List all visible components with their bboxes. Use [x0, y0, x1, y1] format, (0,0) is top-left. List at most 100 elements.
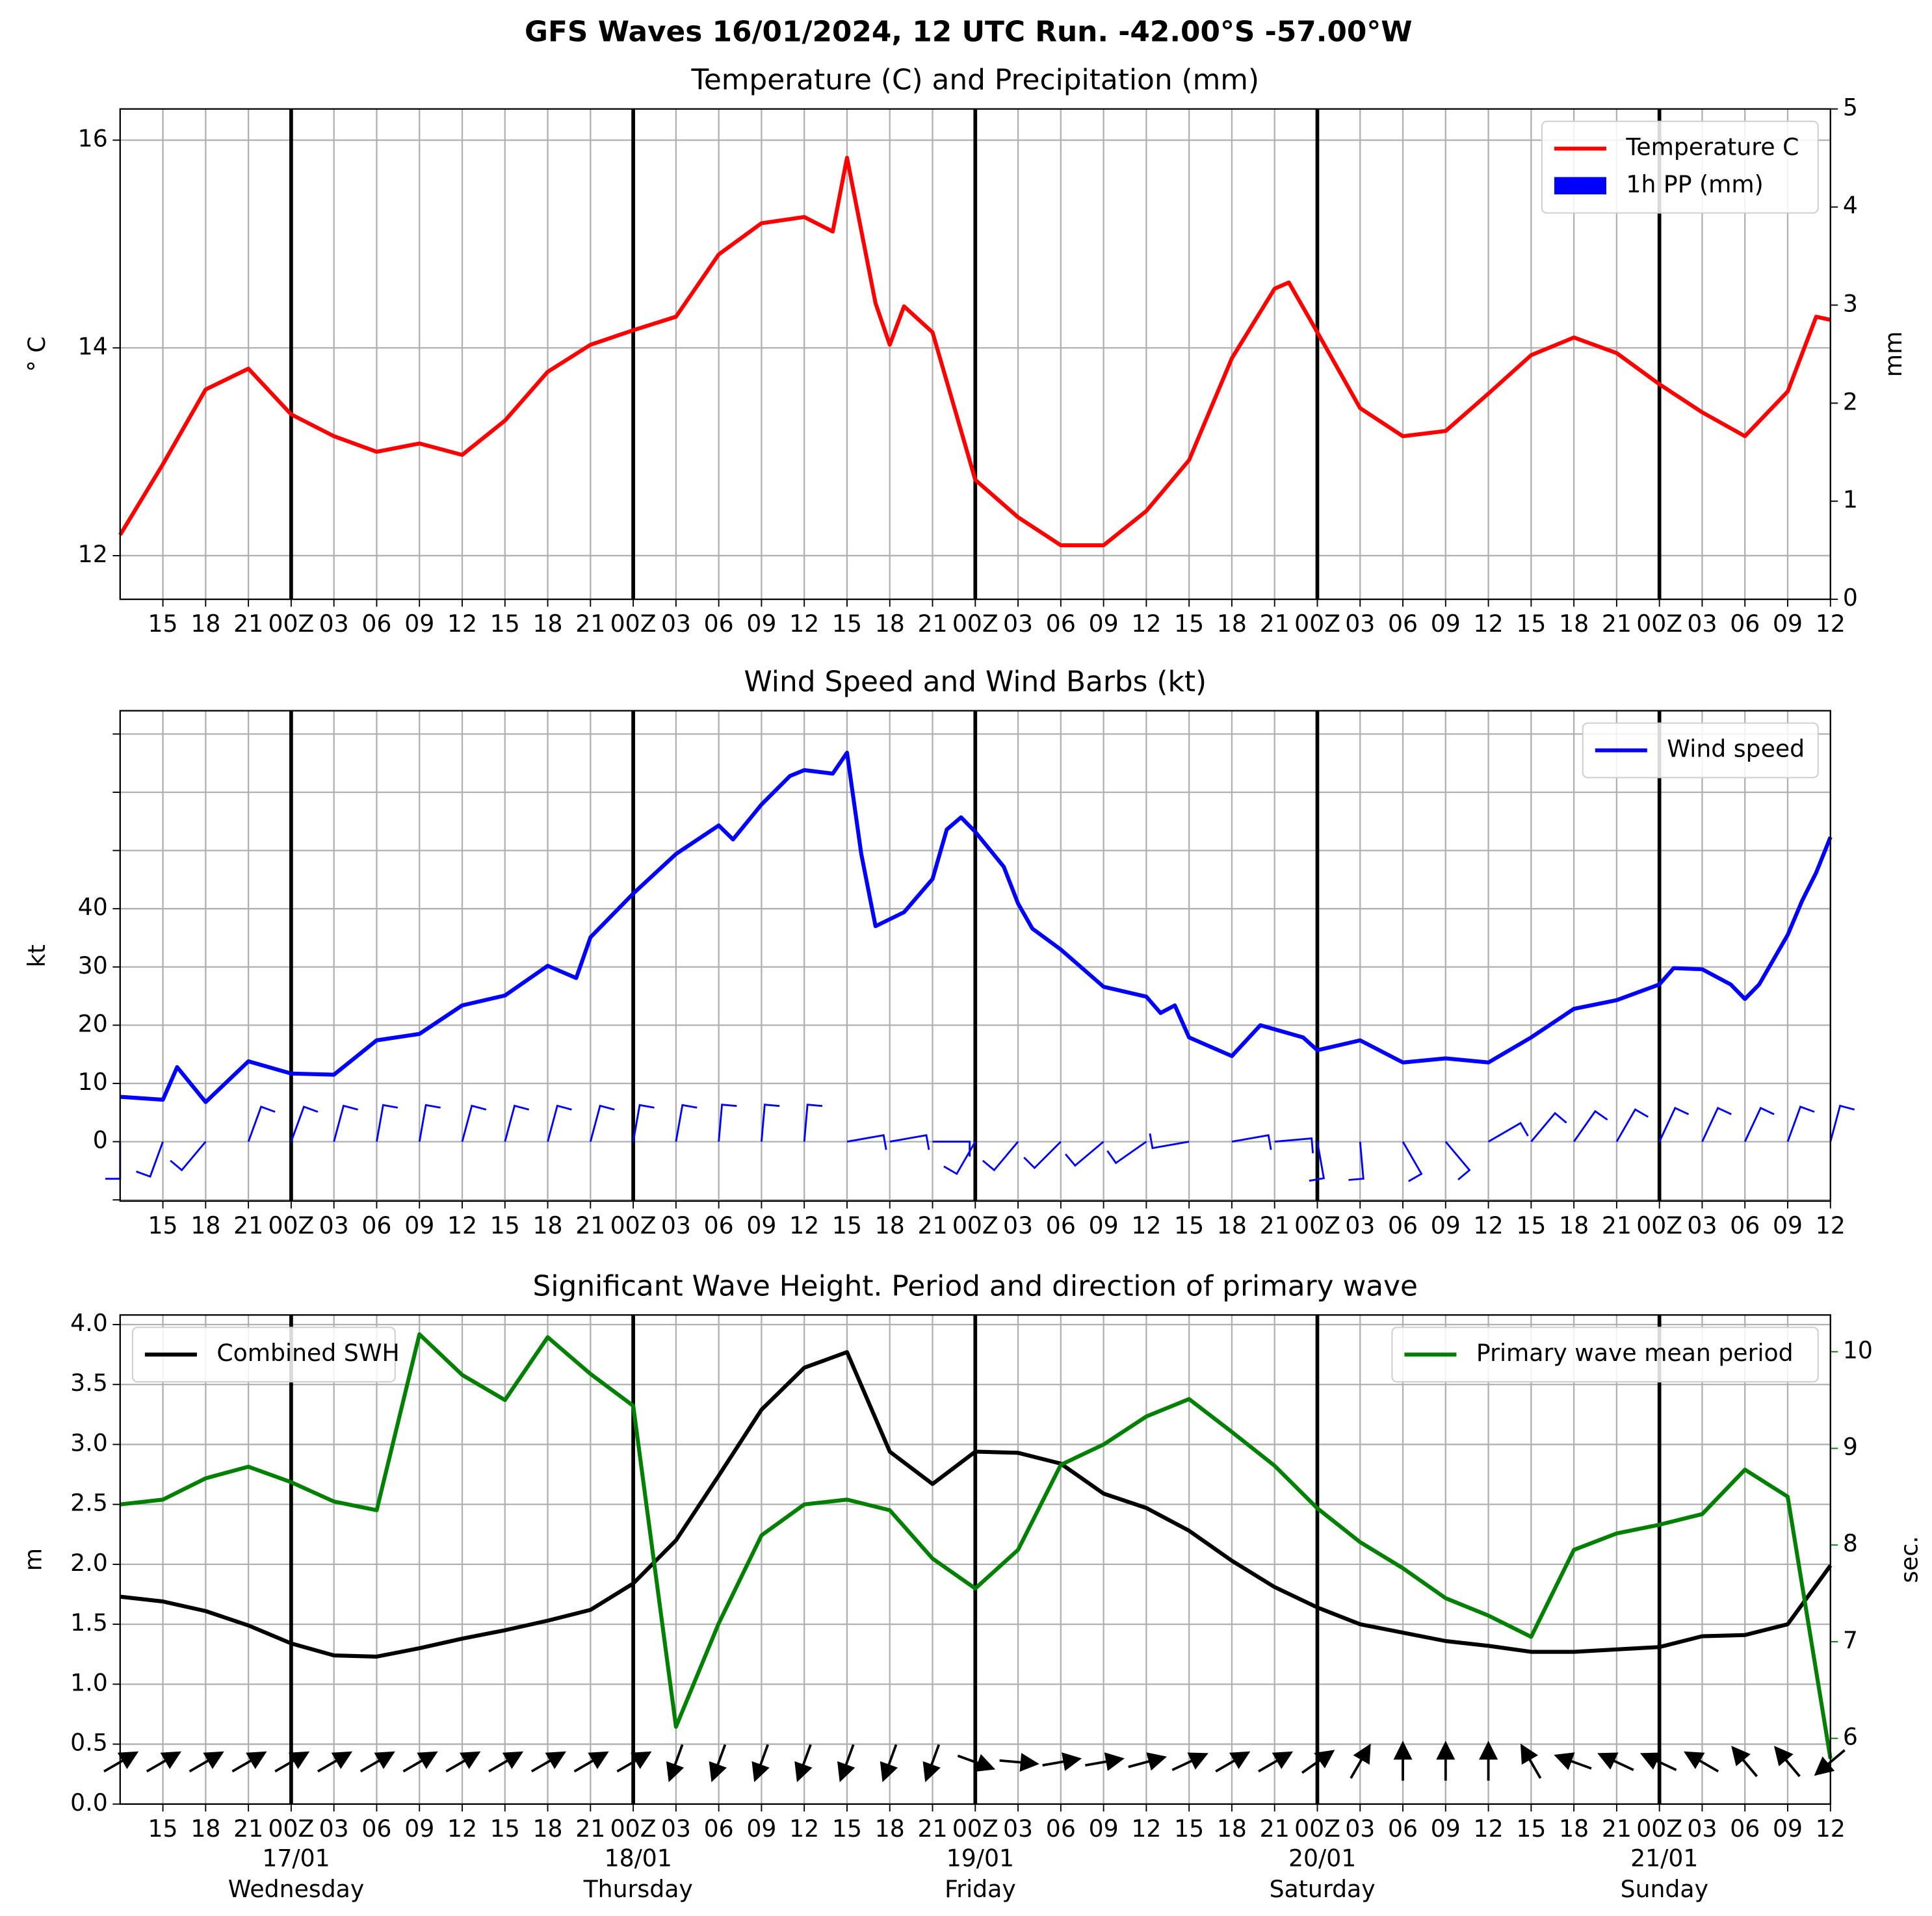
x-tick-label: 09 [404, 610, 434, 638]
x-tick-label: 21 [575, 1211, 605, 1239]
wind-barb [803, 1104, 823, 1142]
wind-barb [1023, 1141, 1062, 1170]
x-tick-label: 06 [1730, 610, 1760, 638]
date-label: 21/01 [1630, 1845, 1698, 1872]
x-tick-label: 12 [1816, 1211, 1846, 1239]
x-tick-label: 00Z [610, 610, 657, 638]
wind-barb [1348, 1141, 1364, 1181]
wind-barb [418, 1104, 441, 1142]
x-tick-label: 03 [319, 1211, 349, 1239]
x-tick-label: 09 [1773, 610, 1803, 638]
x-tick-label: 15 [1516, 610, 1546, 638]
wind-barb [1274, 1137, 1314, 1154]
wind-barb [589, 1104, 615, 1142]
wave-arrow [1258, 1751, 1294, 1773]
wind-barb [547, 1104, 572, 1142]
y-axis-label: ° C [23, 336, 51, 372]
wave-arrow [999, 1753, 1039, 1772]
x-tick-label: 18 [533, 1211, 563, 1239]
x-tick-label: 06 [1730, 1815, 1760, 1843]
x-tick-label: 18 [875, 610, 905, 638]
y2-tick-label: 0 [1843, 584, 1858, 612]
wave-arrow [231, 1751, 267, 1773]
x-tick-label: 15 [832, 1211, 862, 1239]
x-tick-label: 00Z [1294, 1815, 1340, 1843]
y2-tick-label: 6 [1843, 1723, 1858, 1751]
wind-barb [1402, 1141, 1423, 1182]
y-tick-label: 10 [78, 1068, 108, 1096]
wind-barb [1309, 1141, 1325, 1182]
wind-barb [1701, 1106, 1732, 1143]
x-tick-label: 06 [361, 610, 391, 638]
y-tick-label: 0.5 [70, 1729, 108, 1757]
panel-title: Wind Speed and Wind Barbs (kt) [744, 666, 1207, 699]
x-tick-label: 18 [1217, 1211, 1247, 1239]
wind-barb [290, 1106, 319, 1143]
x-tick-label: 12 [789, 1815, 819, 1843]
wind-barb [170, 1141, 207, 1172]
panel: Significant Wave Height. Period and dire… [19, 1269, 1923, 1903]
x-tick-label: 15 [490, 1815, 520, 1843]
x-tick-label: 15 [1174, 610, 1204, 638]
x-tick-label: 06 [1388, 1211, 1418, 1239]
y2-tick-label: 8 [1843, 1529, 1858, 1557]
x-tick-label: 09 [1089, 610, 1119, 638]
wave-arrow [103, 1751, 139, 1773]
wave-arrow [402, 1751, 438, 1773]
x-tick-label: 06 [1046, 1815, 1076, 1843]
wind-barb [1786, 1106, 1815, 1143]
wave-arrow [751, 1744, 770, 1783]
x-tick-label: 00Z [268, 1211, 314, 1239]
legend-box [1582, 722, 1819, 779]
x-tick-label: 09 [746, 1211, 776, 1239]
x-tick-label: 12 [789, 610, 819, 638]
wave-arrow [1597, 1752, 1634, 1772]
x-tick-label: 21 [917, 1815, 947, 1843]
x-tick-label: 00Z [1636, 1211, 1682, 1239]
wave-arrow [189, 1751, 224, 1773]
wave-arrow [666, 1744, 685, 1783]
x-tick-label: 00Z [1636, 610, 1682, 638]
panel-title: Temperature (C) and Precipitation (mm) [691, 64, 1260, 97]
wave-arrow [1215, 1751, 1251, 1773]
wave-arrow [1520, 1743, 1542, 1779]
x-tick-label: 18 [533, 610, 563, 638]
x-tick-label: 15 [832, 610, 862, 638]
x-tick-label: 12 [1474, 610, 1504, 638]
legend-swatch [1554, 177, 1606, 195]
x-tick-label: 00Z [268, 610, 314, 638]
x-tick-label: 21 [917, 610, 947, 638]
x-tick-label: 03 [661, 610, 691, 638]
wind-barb [1149, 1133, 1190, 1150]
wave-arrow [1479, 1741, 1498, 1781]
wind-barb [1231, 1134, 1272, 1150]
y-tick-label: 14 [78, 332, 108, 360]
wave-arrow [274, 1751, 310, 1773]
weekday-label: Friday [945, 1875, 1016, 1903]
y-tick-label: 0 [93, 1126, 108, 1154]
x-tick-label: 03 [1003, 610, 1033, 638]
wave-arrow [1393, 1741, 1413, 1781]
wave-arrow [1731, 1746, 1758, 1778]
x-tick-label: 15 [490, 1211, 520, 1239]
legend-box [131, 1327, 396, 1383]
x-tick-label: 06 [361, 1211, 391, 1239]
x-tick-label: 12 [1131, 1211, 1161, 1239]
wave-arrow [837, 1744, 855, 1783]
legend-label: Temperature C [1625, 133, 1799, 161]
wave-arrow [922, 1744, 941, 1783]
x-tick-label: 09 [1773, 1211, 1803, 1239]
x-tick-label: 09 [746, 1815, 776, 1843]
wave-arrow [880, 1744, 898, 1783]
x-tick-label: 18 [1559, 1211, 1589, 1239]
wind-barb [247, 1106, 276, 1143]
wave-arrow [957, 1754, 996, 1772]
x-tick-label: 00Z [1636, 1815, 1682, 1843]
wind-barb [1065, 1141, 1104, 1167]
x-tick-label: 00Z [952, 610, 999, 638]
legend-label: Combined SWH [216, 1339, 399, 1367]
x-tick-label: 09 [1773, 1815, 1803, 1843]
wave-arrow [1301, 1750, 1335, 1774]
